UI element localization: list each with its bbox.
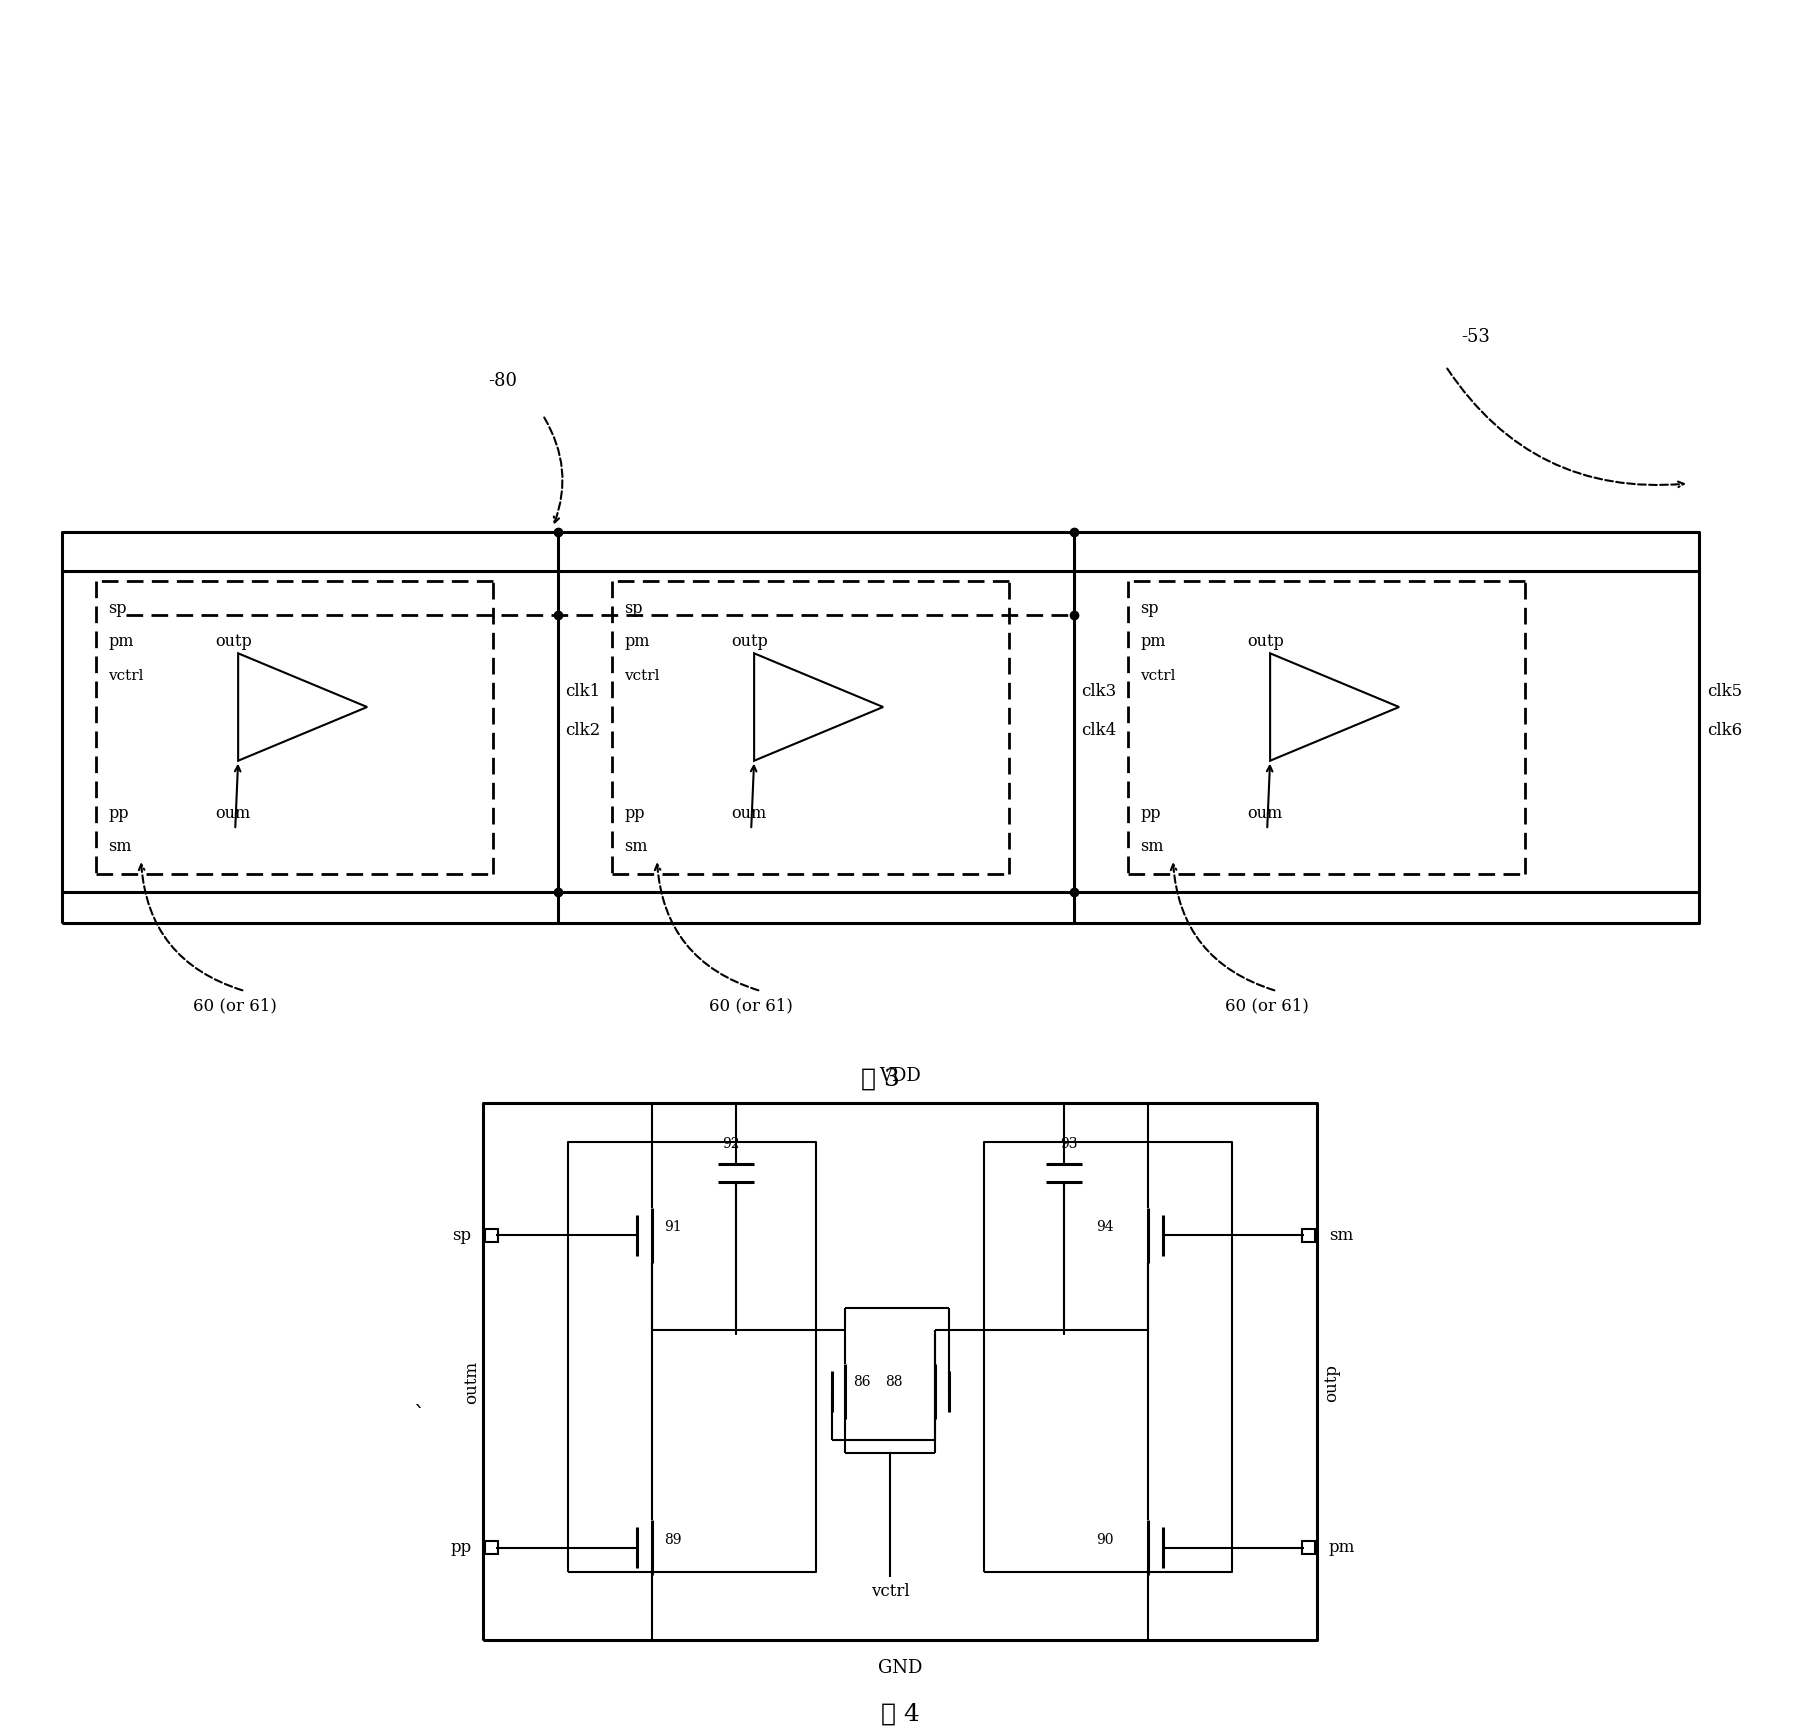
Text: 图 3: 图 3: [861, 1068, 899, 1090]
Text: outp: outp: [732, 632, 768, 650]
Text: 86: 86: [854, 1375, 870, 1389]
Text: outp: outp: [1248, 632, 1284, 650]
Text: sm: sm: [108, 838, 131, 855]
Text: GND: GND: [877, 1659, 922, 1676]
Bar: [1302, 1229, 1314, 1242]
Text: pm: pm: [1329, 1540, 1356, 1557]
Text: clk2: clk2: [566, 722, 601, 740]
Text: vctrl: vctrl: [870, 1583, 910, 1600]
Text: sp: sp: [453, 1227, 471, 1244]
Text: sp: sp: [1140, 600, 1158, 617]
Text: clk1: clk1: [566, 683, 601, 700]
Text: 93: 93: [1061, 1137, 1077, 1151]
Text: -80: -80: [489, 372, 518, 391]
Text: pp: pp: [1140, 805, 1162, 823]
Text: pm: pm: [1140, 632, 1165, 650]
Text: VDD: VDD: [879, 1068, 921, 1085]
Text: 91: 91: [663, 1220, 681, 1234]
Text: sm: sm: [1329, 1227, 1352, 1244]
Text: 图 4: 图 4: [881, 1702, 919, 1725]
Text: pp: pp: [450, 1540, 471, 1557]
Text: oum: oum: [1248, 805, 1282, 823]
Text: clk3: clk3: [1082, 683, 1117, 700]
Text: sp: sp: [108, 600, 126, 617]
Text: -53: -53: [1462, 328, 1491, 346]
Text: outp: outp: [1323, 1363, 1340, 1401]
Text: pp: pp: [624, 805, 645, 823]
Text: outm: outm: [462, 1362, 480, 1405]
Text: `: `: [414, 1405, 424, 1426]
Text: 92: 92: [723, 1137, 741, 1151]
Text: pm: pm: [108, 632, 133, 650]
Text: clk6: clk6: [1706, 722, 1742, 740]
Text: 94: 94: [1095, 1220, 1113, 1234]
Text: clk4: clk4: [1082, 722, 1117, 740]
Text: 88: 88: [885, 1375, 903, 1389]
Text: 89: 89: [663, 1533, 681, 1547]
Text: pp: pp: [108, 805, 129, 823]
Text: sm: sm: [624, 838, 647, 855]
Text: oum: oum: [216, 805, 250, 823]
Bar: [485, 1229, 498, 1242]
Text: 60 (or 61): 60 (or 61): [1224, 997, 1309, 1014]
Text: oum: oum: [732, 805, 766, 823]
Text: sm: sm: [1140, 838, 1163, 855]
Text: vctrl: vctrl: [108, 669, 144, 683]
Text: outp: outp: [216, 632, 252, 650]
Text: 90: 90: [1095, 1533, 1113, 1547]
Text: vctrl: vctrl: [624, 669, 660, 683]
Bar: [1302, 1541, 1314, 1553]
Bar: [485, 1541, 498, 1553]
Text: sp: sp: [624, 600, 642, 617]
Text: clk5: clk5: [1706, 683, 1742, 700]
Text: 60 (or 61): 60 (or 61): [708, 997, 793, 1014]
Text: pm: pm: [624, 632, 649, 650]
Text: vctrl: vctrl: [1140, 669, 1176, 683]
Text: 60 (or 61): 60 (or 61): [192, 997, 277, 1014]
